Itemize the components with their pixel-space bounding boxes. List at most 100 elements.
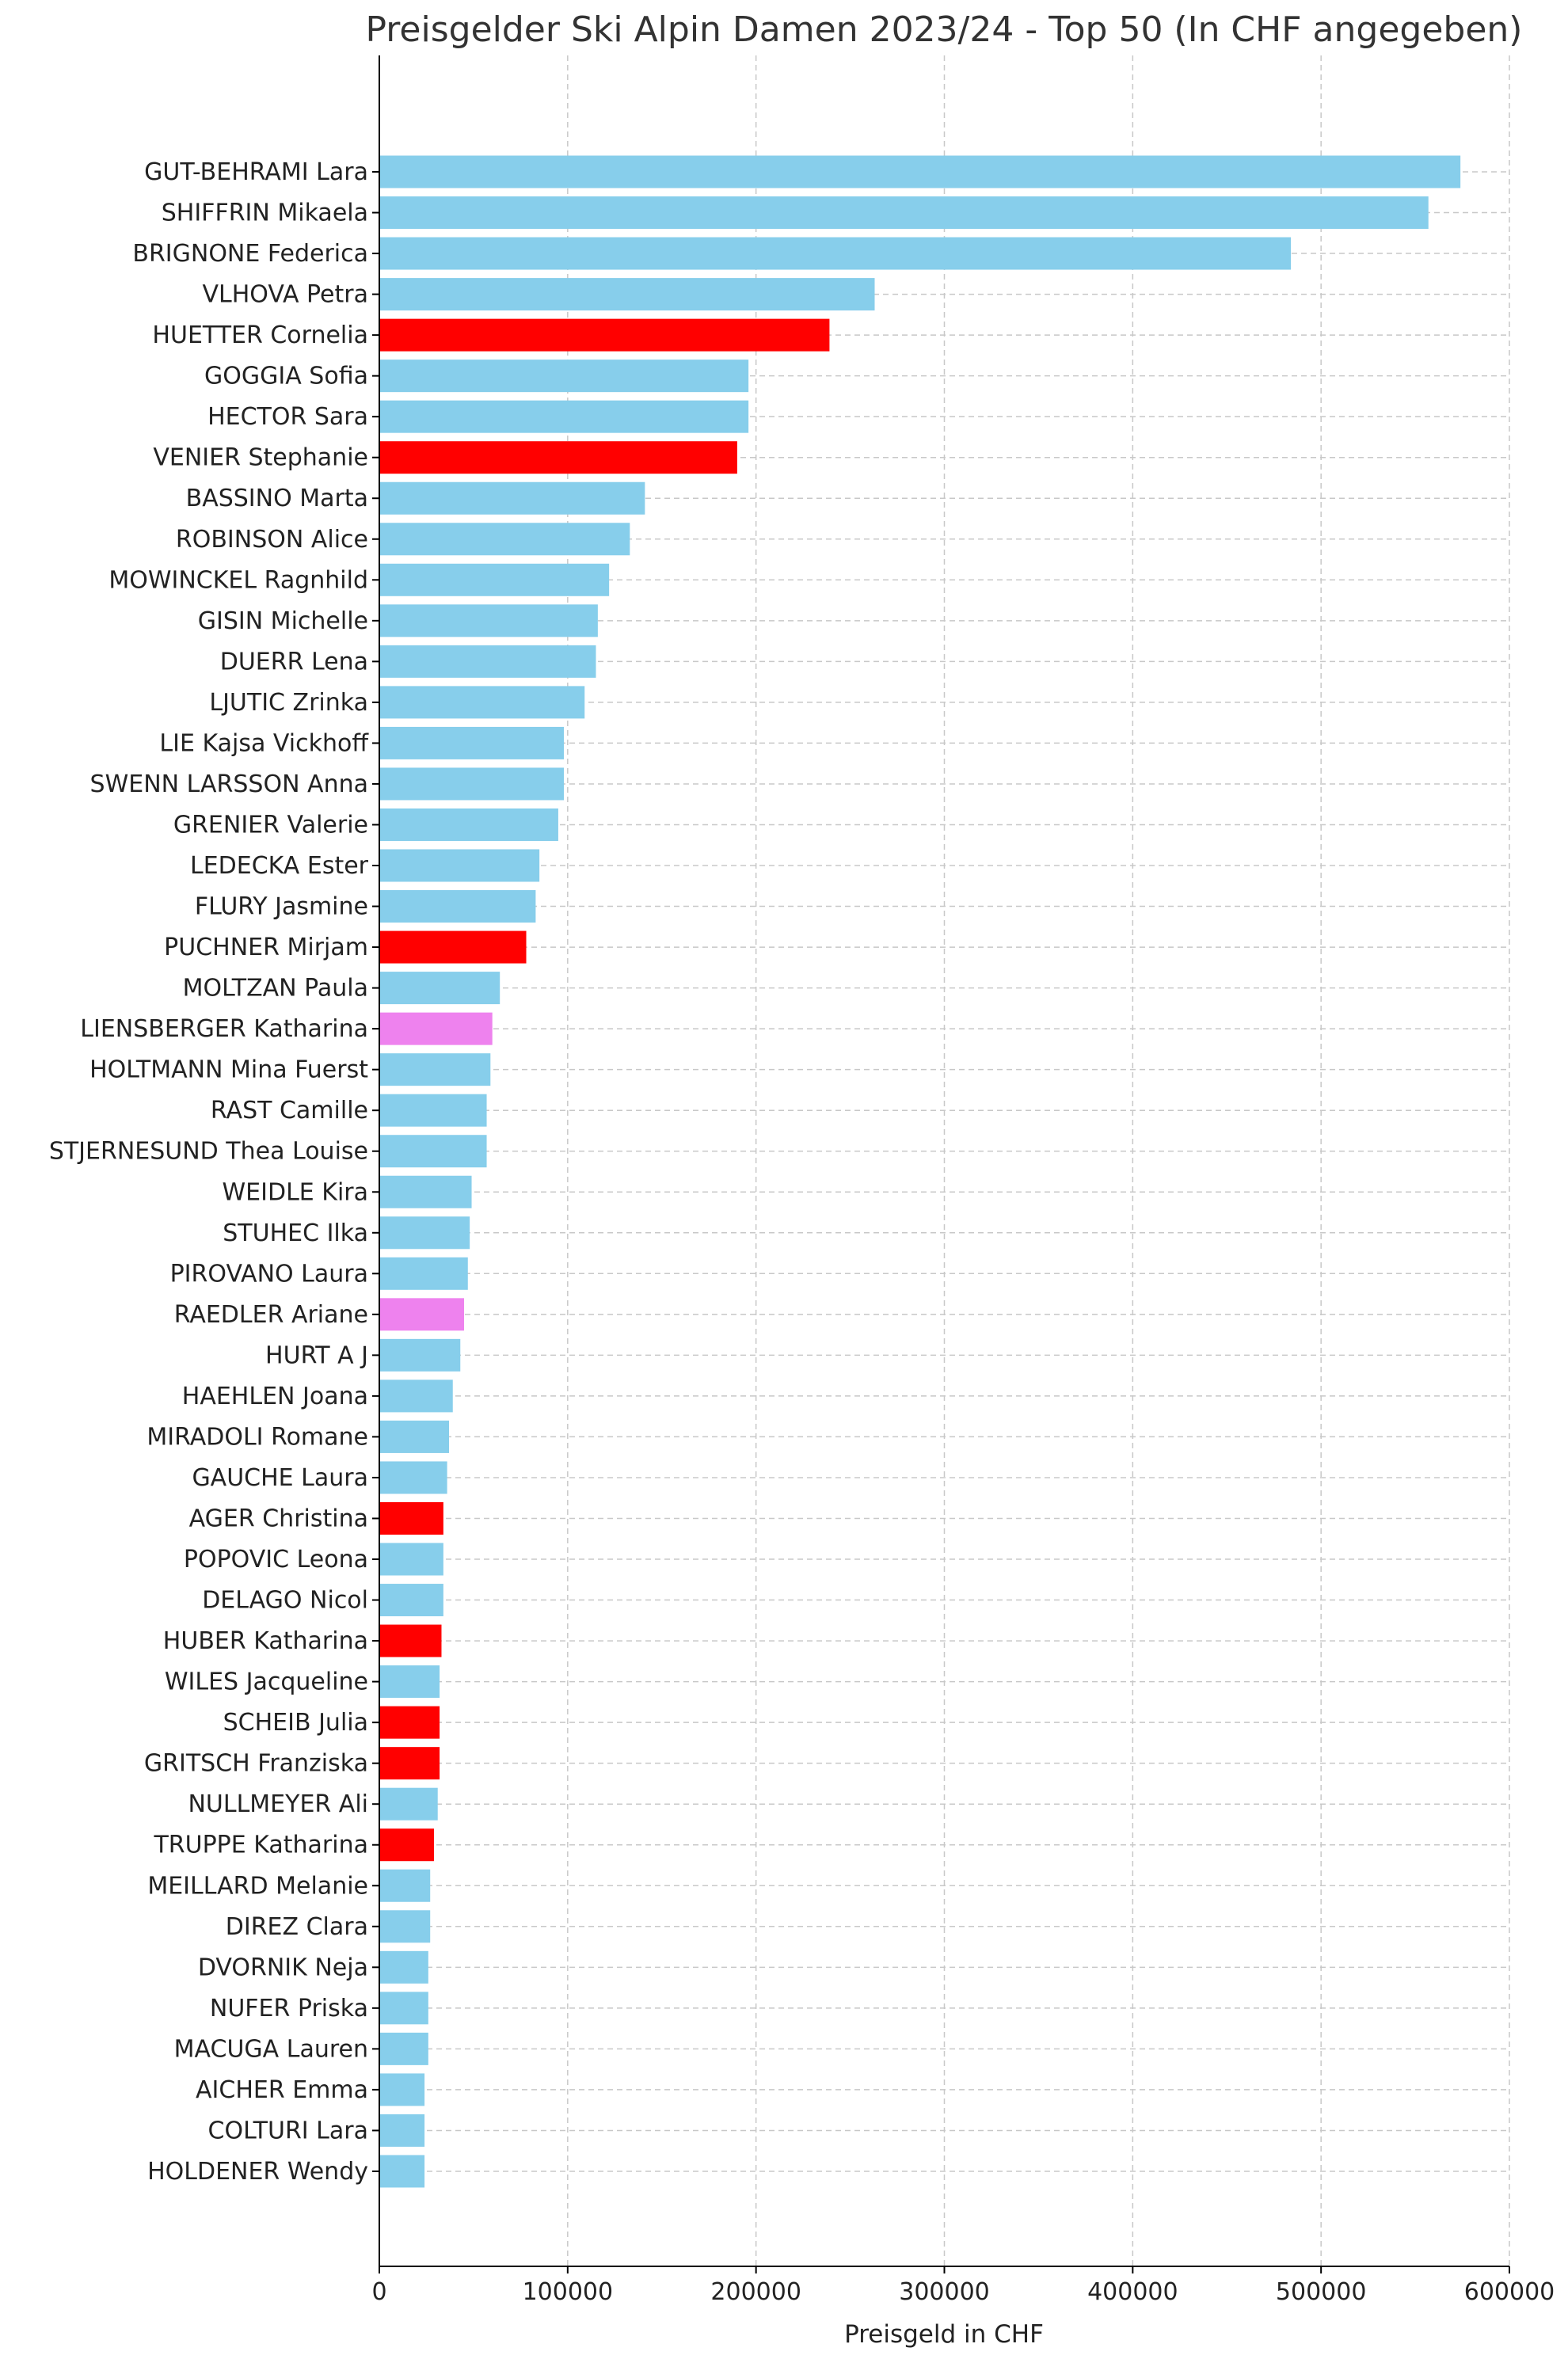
chart-title: Preisgelder Ski Alpin Damen 2023/24 - To… [366,10,1523,50]
x-axis-ticks: 0 100000 200000 300000 400000 500000 600000 [371,2266,1555,2306]
bar [379,400,749,433]
bar [379,1992,428,2025]
bar [379,196,1429,230]
category-label: MOWINCKEL Ragnhild [108,566,368,594]
category-label: LIE Kajsa Vickhoff [159,729,369,757]
category-label: BRIGNONE Federica [132,240,368,268]
x-tick-label: 200000 [710,2278,801,2306]
category-label: MEILLARD Melanie [147,1872,368,1900]
bar [379,1420,449,1453]
category-label: LEDECKA Ester [190,852,369,880]
category-label: WEIDLE Kira [223,1178,369,1206]
bar [379,1950,428,1984]
category-label: STJERNESUND Thea Louise [49,1138,368,1166]
bar [379,2155,425,2188]
bar [379,1338,461,1372]
category-label: FLURY Jasmine [195,893,368,921]
bar [379,523,630,556]
category-label: SWENN LARSSON Anna [90,770,368,798]
category-label: MIRADOLI Romane [147,1423,368,1451]
bar [379,1910,431,1943]
bar [379,2114,425,2147]
category-label: MOLTZAN Paula [183,975,368,1003]
x-tick-label: 600000 [1464,2278,1555,2306]
x-tick-label: 500000 [1276,2278,1367,2306]
bar [379,1094,487,1127]
category-label: HOLDENER Wendy [147,2158,368,2186]
category-label: HUBER Katharina [163,1627,368,1655]
category-label: SHIFFRIN Mikaela [162,200,368,227]
bar [379,1584,443,1617]
category-label: BASSINO Marta [186,485,368,512]
category-label: PUCHNER Mirjam [164,934,368,961]
bar [379,1706,440,1739]
category-label: LIENSBERGER Katharina [80,1015,368,1043]
bar [379,360,749,393]
x-tick-label: 0 [371,2278,386,2306]
bar [379,441,737,474]
bar [379,1828,434,1862]
category-label: NUFER Priska [210,1995,368,2022]
category-label: VENIER Stephanie [153,444,368,472]
bar [379,1257,468,1290]
bar [379,972,500,1005]
category-label: VLHOVA Petra [202,281,368,309]
bar [379,2032,428,2065]
category-label: RAEDLER Ariane [174,1301,368,1329]
category-label: HUETTER Cornelia [152,322,368,349]
bar [379,890,536,923]
category-label: ROBINSON Alice [176,526,368,554]
bar [379,1461,447,1494]
category-label: DVORNIK Neja [198,1954,368,1981]
bar [379,1501,443,1535]
bar [379,645,596,678]
category-label: DIREZ Clara [226,1913,368,1941]
bar [379,1379,453,1413]
category-label: GOGGIA Sofia [204,363,368,390]
category-label: HOLTMANN Mina Fuerst [89,1056,368,1084]
x-tick-label: 400000 [1087,2278,1178,2306]
category-label: MACUGA Lauren [174,2035,368,2063]
bar [379,1543,443,1576]
category-label: HAEHLEN Joana [182,1383,368,1410]
category-label: AGER Christina [189,1505,368,1532]
category-label: PIROVANO Laura [170,1260,368,1288]
category-label: DUERR Lena [220,648,368,675]
bar [379,686,585,719]
bar [379,604,598,637]
bar [379,726,565,759]
bar [379,155,1461,188]
category-label: WILES Jacqueline [165,1668,368,1696]
bar [379,1747,440,1780]
category-label: GISIN Michelle [198,607,368,635]
bar [379,1012,493,1045]
category-label: GAUCHE Laura [192,1464,368,1492]
bar [379,808,558,841]
bar [379,318,830,352]
category-label: GRITSCH Franziska [144,1750,368,1778]
bar [379,849,540,882]
category-label: AICHER Emma [196,2076,368,2104]
bar [379,1787,438,1821]
bar [379,1624,442,1657]
bar [379,278,875,311]
bar [379,563,610,596]
bar [379,1216,470,1250]
category-label: DELAGO Nicol [202,1587,368,1615]
category-label: RAST Camille [211,1097,368,1124]
category-label: HURT A J [265,1341,368,1369]
bar [379,1053,491,1086]
bar [379,930,527,964]
bar [379,2073,425,2106]
category-label: HECTOR Sara [207,403,368,431]
category-label: STUHEC Ilka [223,1219,368,1247]
category-label: LJUTIC Zrinka [209,689,368,717]
x-tick-label: 300000 [899,2278,990,2306]
category-label: NULLMEYER Ali [188,1790,368,1818]
category-label: TRUPPE Katharina [153,1832,368,1859]
bar [379,767,565,801]
category-label: GUT-BEHRAMI Lara [144,158,368,186]
